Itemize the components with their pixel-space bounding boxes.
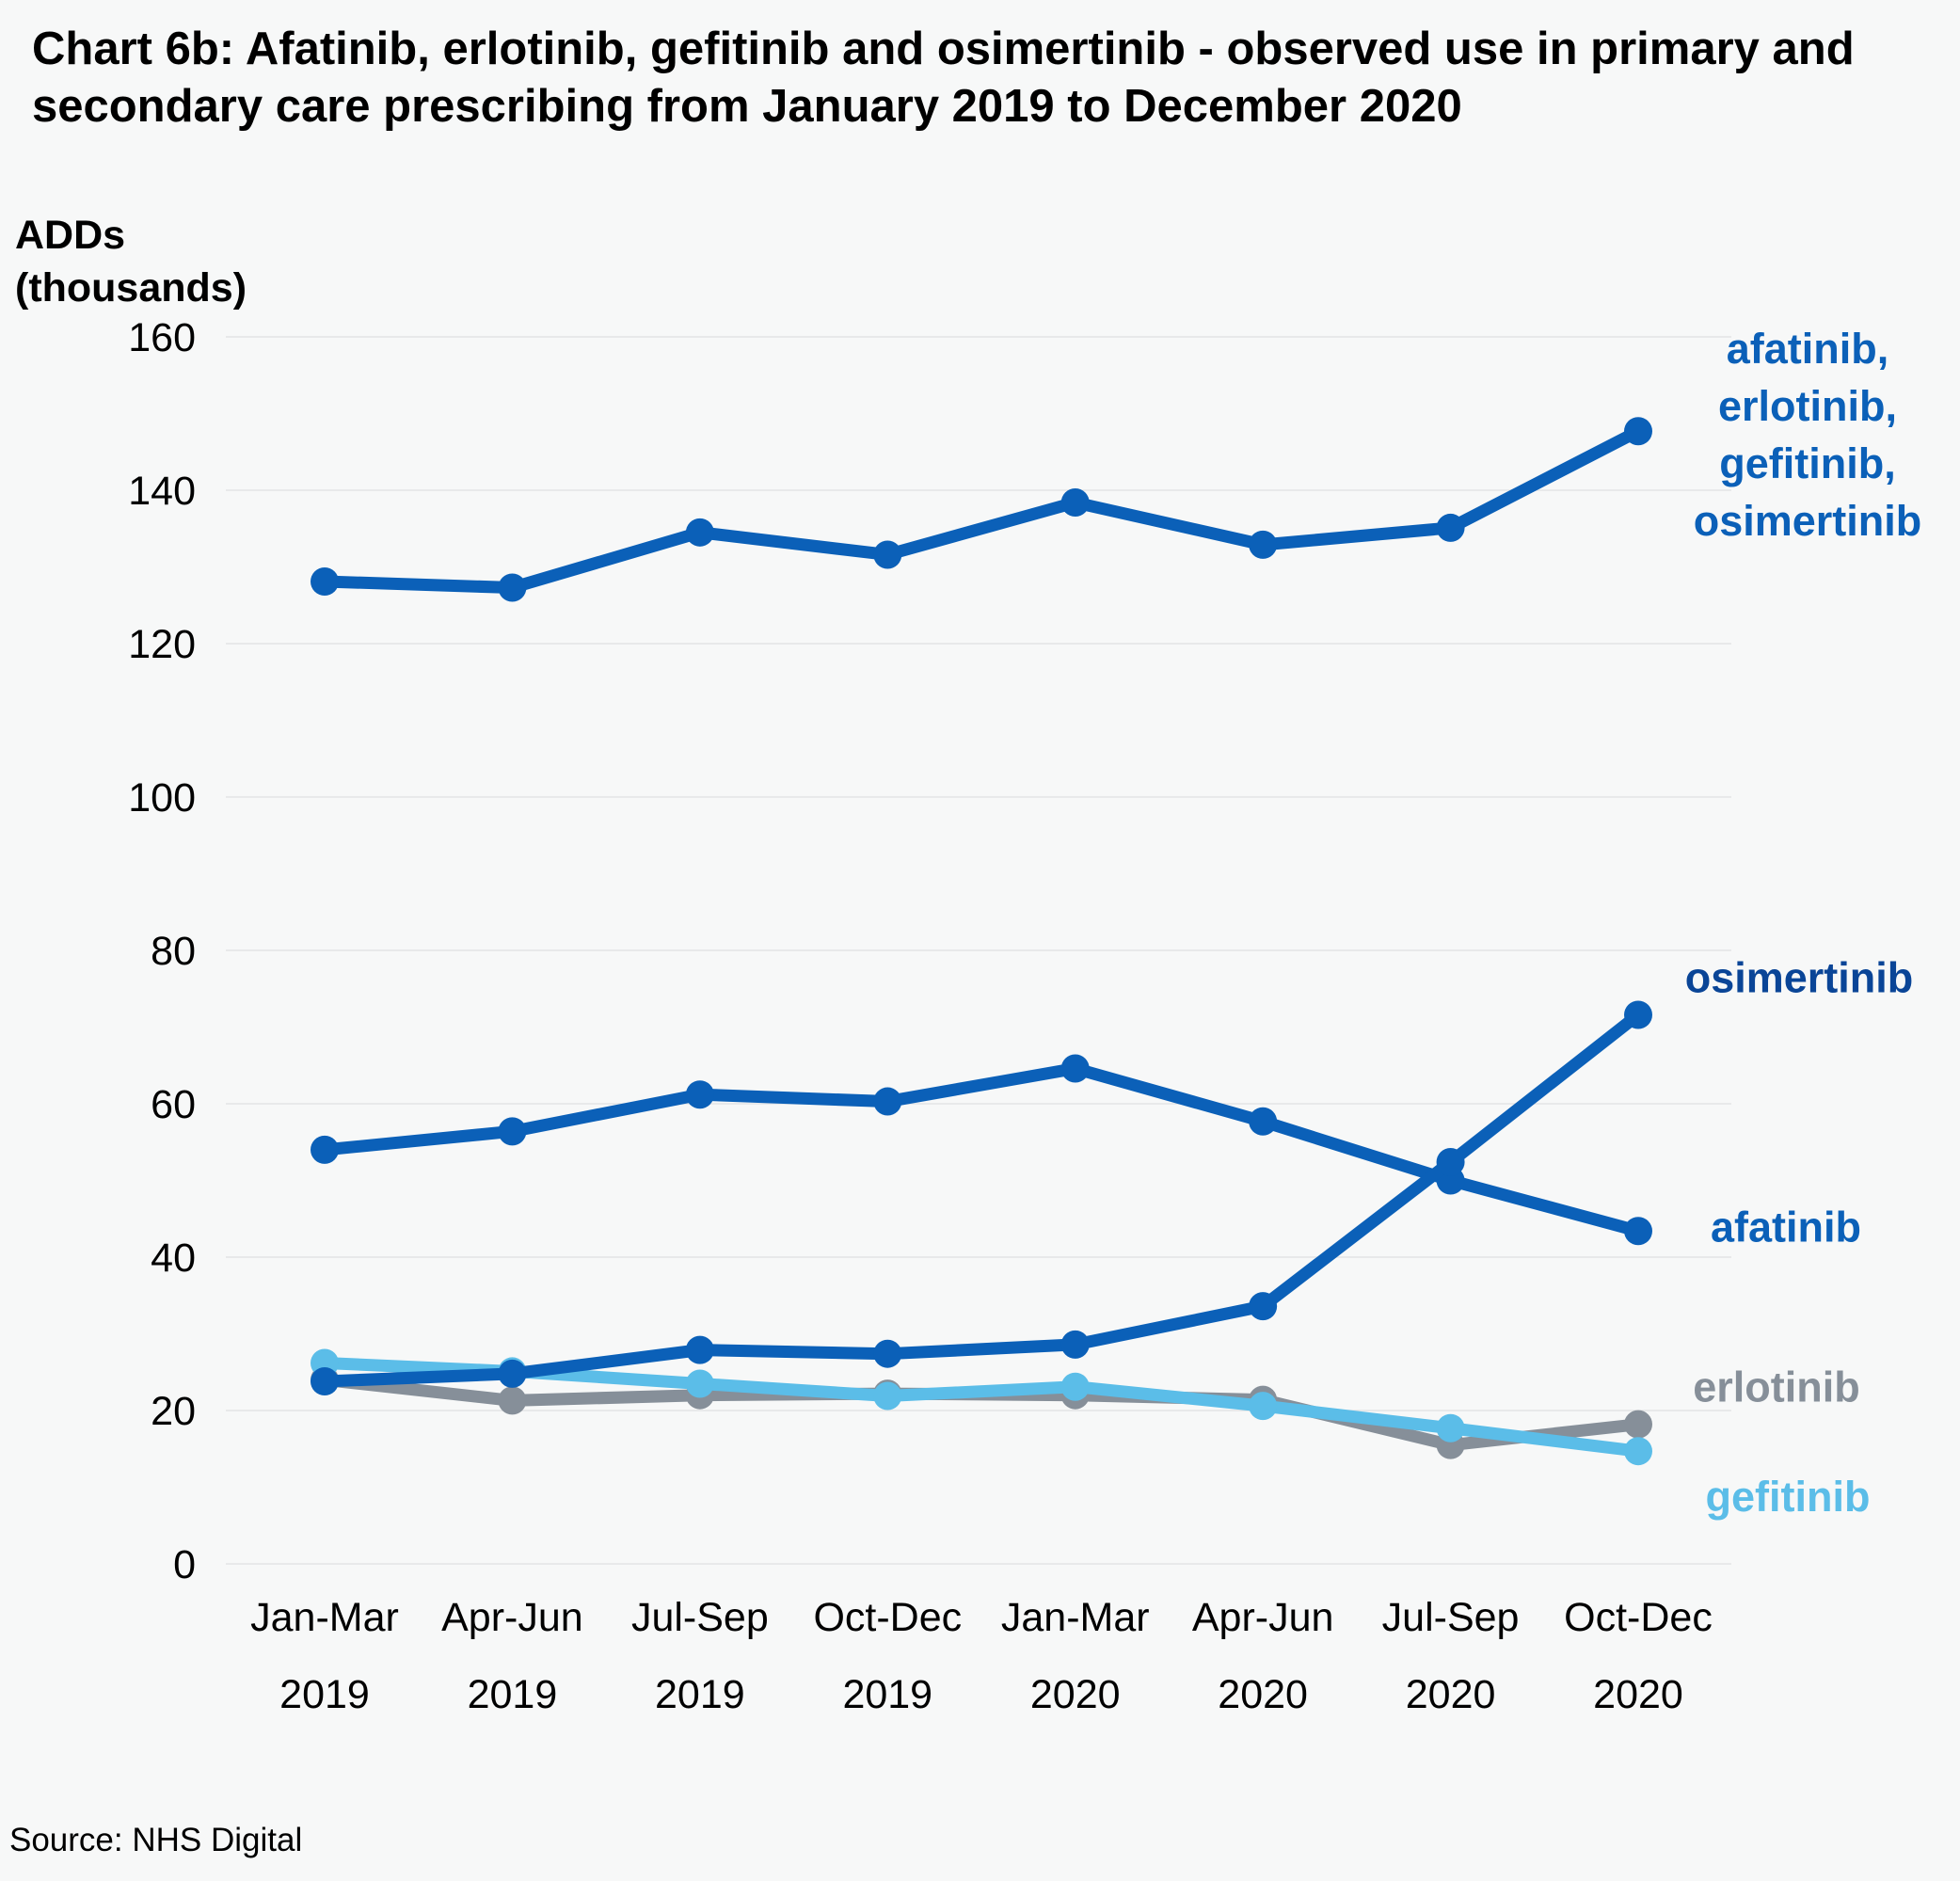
data-point-total <box>873 540 902 569</box>
series-lines <box>311 417 1652 1466</box>
data-point-erlotinib <box>498 1386 527 1415</box>
x-tick-label-period: Oct-Dec <box>813 1595 962 1640</box>
data-point-total <box>498 573 527 602</box>
y-tick-label: 20 <box>151 1389 196 1434</box>
data-point-osimertinib <box>498 1359 527 1388</box>
y-tick-label: 80 <box>151 929 196 974</box>
data-point-total <box>685 518 714 547</box>
series-label-osimertinib: osimertinib <box>1685 953 1914 1001</box>
y-axis-ticks: 0 20 40 60 80 100 120 140 160 <box>128 315 196 1587</box>
series-line-total <box>318 424 1645 595</box>
series-labels: afatinib, erlotinib, gefitinib, osimertinib… <box>1685 325 1922 1521</box>
x-tick-label-year: 2020 <box>1030 1672 1121 1717</box>
data-point-erlotinib <box>1624 1410 1652 1439</box>
x-tick-label-year: 2019 <box>468 1672 558 1717</box>
data-point-osimertinib <box>873 1339 902 1368</box>
data-point-total <box>311 566 339 596</box>
series-label-total: afatinib, <box>1727 325 1889 373</box>
x-tick-label-period: Jan-Mar <box>1001 1595 1150 1640</box>
data-point-total <box>1624 417 1652 446</box>
data-point-gefitinib <box>873 1381 902 1411</box>
y-tick-label: 160 <box>128 315 196 360</box>
data-point-total <box>1436 513 1465 542</box>
data-point-gefitinib <box>1060 1372 1090 1401</box>
x-axis-ticks: Jan-Mar 2019 Apr-Jun 2019 Jul-Sep 2019 Oct-Dec… <box>250 1595 1713 1717</box>
x-tick-label-year: 2020 <box>1406 1672 1496 1717</box>
series-label-erlotinib: erlotinib <box>1693 1363 1860 1411</box>
data-point-osimertinib <box>1436 1147 1465 1176</box>
x-tick-label-period: Apr-Jun <box>441 1595 583 1640</box>
data-point-total <box>1060 488 1090 518</box>
data-point-gefitinib <box>1249 1392 1278 1421</box>
data-point-gefitinib <box>685 1369 714 1398</box>
data-point-gefitinib <box>1436 1413 1465 1443</box>
series-line-osimertinib <box>318 1008 1645 1388</box>
series-label-total: gefitinib, <box>1719 439 1895 487</box>
series-line-afatinib <box>318 1062 1645 1237</box>
x-tick-label-period: Jul-Sep <box>1382 1595 1520 1640</box>
x-tick-label-year: 2020 <box>1593 1672 1683 1717</box>
data-point-afatinib <box>873 1087 902 1116</box>
data-point-afatinib <box>1624 1217 1652 1246</box>
series-label-afatinib: afatinib <box>1711 1203 1861 1251</box>
series-total <box>311 417 1652 602</box>
y-axis-title: ADDs (thousands) <box>15 213 247 311</box>
data-point-osimertinib <box>685 1335 714 1364</box>
data-point-afatinib <box>685 1080 714 1109</box>
y-tick-label: 40 <box>151 1235 196 1281</box>
x-tick-label-period: Apr-Jun <box>1192 1595 1334 1640</box>
chart-title: Chart 6b: Afatinib, erlotinib, gefitinib… <box>32 24 1855 132</box>
data-point-osimertinib <box>311 1367 339 1396</box>
data-point-afatinib <box>1060 1054 1090 1083</box>
data-point-osimertinib <box>1249 1292 1278 1321</box>
data-point-total <box>1249 530 1278 559</box>
series-label-gefitinib: gefitinib <box>1706 1473 1871 1521</box>
series-osimertinib <box>311 1000 1652 1396</box>
x-tick-label-year: 2019 <box>655 1672 745 1717</box>
data-point-afatinib <box>498 1117 527 1146</box>
x-tick-label-period: Jan-Mar <box>250 1595 399 1640</box>
x-tick-label-period: Oct-Dec <box>1564 1595 1713 1640</box>
source-note: Source: NHS Digital <box>9 1822 303 1858</box>
series-label-total: osimertinib <box>1694 497 1922 545</box>
data-point-osimertinib <box>1624 1000 1652 1029</box>
y-tick-label: 140 <box>128 469 196 514</box>
data-point-osimertinib <box>1060 1330 1090 1359</box>
y-tick-label: 0 <box>173 1542 196 1587</box>
data-point-gefitinib <box>1624 1437 1652 1466</box>
data-point-afatinib <box>1249 1107 1278 1136</box>
x-tick-label-period: Jul-Sep <box>631 1595 769 1640</box>
data-point-afatinib <box>311 1135 339 1164</box>
x-tick-label-year: 2019 <box>842 1672 932 1717</box>
series-label-total: erlotinib, <box>1718 382 1897 430</box>
y-tick-label: 120 <box>128 622 196 667</box>
x-tick-label-year: 2019 <box>279 1672 370 1717</box>
y-tick-label: 60 <box>151 1082 196 1127</box>
x-tick-label-year: 2020 <box>1218 1672 1308 1717</box>
gridlines <box>226 336 1731 1565</box>
y-tick-label: 100 <box>128 775 196 821</box>
